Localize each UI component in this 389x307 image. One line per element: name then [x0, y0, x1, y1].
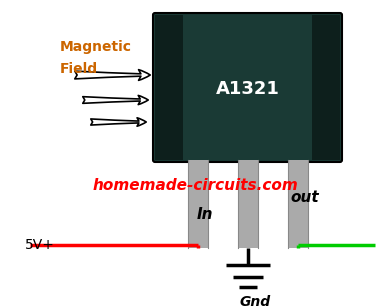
Bar: [312, 15, 340, 160]
Text: In: In: [197, 207, 213, 222]
Text: out: out: [291, 190, 319, 205]
Text: 5V+: 5V+: [25, 238, 55, 252]
Text: homemade-circuits.com: homemade-circuits.com: [92, 178, 298, 193]
Bar: [155, 15, 183, 160]
FancyBboxPatch shape: [153, 13, 342, 162]
Text: A1321: A1321: [216, 80, 279, 99]
Bar: [288, 160, 308, 248]
Text: Magnetic: Magnetic: [60, 40, 132, 54]
Text: Field: Field: [60, 62, 98, 76]
Bar: [238, 160, 258, 248]
Bar: [188, 160, 208, 248]
Text: Gnd: Gnd: [240, 295, 271, 307]
